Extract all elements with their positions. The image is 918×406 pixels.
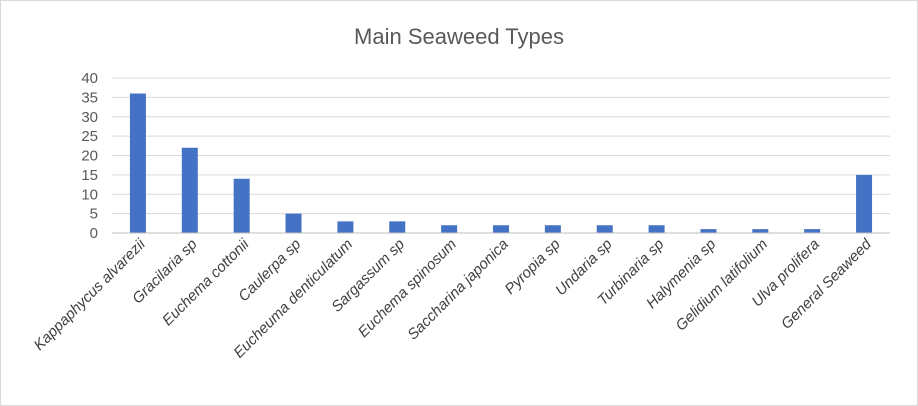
bar [648,225,665,233]
bar [752,229,769,233]
bar [285,213,302,233]
y-tick-label: 0 [90,225,98,242]
bar [441,225,458,233]
bar [233,178,250,233]
y-tick-label: 5 [90,206,98,223]
y-tick-label: 20 [81,148,98,165]
bar [181,147,198,233]
bars [129,93,873,233]
x-tick-label: Euchema cottonii [159,235,253,329]
x-tick-label: Euchema spinosum [355,236,460,341]
y-tick-label: 30 [81,109,98,126]
y-tick-label: 15 [81,167,98,184]
y-tick-label: 25 [81,128,98,145]
bar [337,221,354,233]
gridlines [112,77,890,215]
x-tick-label: General Seaweed [778,235,875,332]
bar [700,229,717,233]
y-tick-label: 40 [81,70,98,87]
y-tick-label: 35 [81,89,98,106]
bar [544,225,561,233]
bar [389,221,406,233]
y-tick-label: 10 [81,186,98,203]
chart-title: Main Seaweed Types [354,24,564,49]
x-tick-label: Gelidium latifolium [672,236,771,335]
bar [493,225,509,233]
bar [804,229,821,233]
bar [129,93,146,233]
y-axis-ticks: 0 5 10 15 20 25 30 35 40 [81,70,98,242]
bar [596,225,613,233]
bar [856,174,873,233]
x-tick-label: Saccharina japonica [404,236,512,344]
